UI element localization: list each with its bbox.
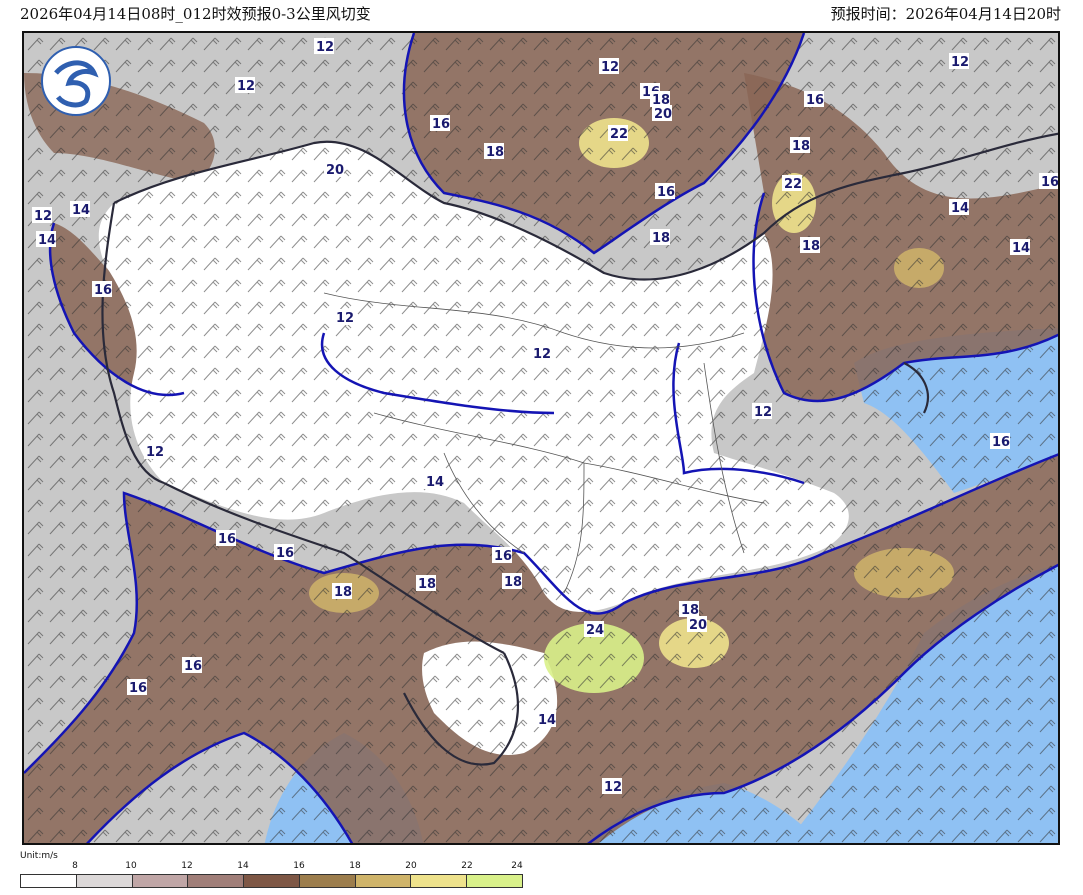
legend-tick: 10 [125, 861, 137, 871]
contour-label: 18 [504, 575, 522, 590]
contour-label: 12 [316, 40, 334, 55]
legend-swatch [244, 875, 300, 887]
legend-tick: 24 [511, 861, 523, 871]
contour-label: 16 [1041, 175, 1059, 190]
contour-label: 16 [129, 681, 147, 696]
boundaries [101, 132, 1058, 766]
legend-tick: 20 [405, 861, 417, 871]
contour-label: 14 [426, 475, 444, 490]
contour-label: 14 [72, 203, 90, 218]
map-panel[interactable]: 12 12 12 16 18 12 16 20 22 16 18 16 18 2… [22, 31, 1060, 845]
legend-color-bar [20, 874, 523, 888]
contour-label: 14 [538, 713, 556, 728]
contour-label: 12 [34, 209, 52, 224]
contour-label: 22 [610, 127, 628, 142]
contour-label: 12 [237, 79, 255, 94]
contour-label: 16 [184, 659, 202, 674]
province-lines [323, 292, 765, 594]
contour-label: 20 [654, 107, 672, 122]
wind-barbs [24, 33, 1058, 843]
legend-swatch [411, 875, 468, 887]
legend-tick: 14 [237, 861, 249, 871]
legend-swatch [188, 875, 245, 887]
legend-tick: 12 [181, 861, 193, 871]
legend-tick: 22 [461, 861, 473, 871]
contour-label: 18 [486, 145, 504, 160]
legend-tick: 8 [72, 861, 78, 871]
legend-swatch [467, 875, 523, 887]
color-legend: Unit:m/s 8 10 12 14 16 18 20 22 24 [20, 851, 523, 891]
contour-label: 16 [432, 117, 450, 132]
contour-label: 12 [146, 445, 164, 460]
legend-swatch [132, 875, 189, 887]
contour-label: 12 [604, 780, 622, 795]
contour-label: 12 [754, 405, 772, 420]
legend-swatch [355, 875, 412, 887]
contour-label: 14 [1012, 241, 1030, 256]
contour-label: 16 [494, 549, 512, 564]
contour-label: 12 [533, 347, 551, 362]
legend-ticks: 8 10 12 14 16 18 20 22 24 [20, 861, 523, 873]
contour-label: 16 [276, 546, 294, 561]
contour-labels: 12 12 12 16 18 12 16 20 22 16 18 16 18 2… [32, 38, 1059, 795]
contour-label: 20 [326, 163, 344, 178]
cma-logo [41, 46, 111, 116]
legend-swatch [21, 875, 77, 887]
contour-label: 18 [418, 577, 436, 592]
blue-contours [24, 33, 1058, 843]
contour-label: 12 [336, 311, 354, 326]
contour-label: 20 [689, 618, 707, 633]
contour-label: 22 [784, 177, 802, 192]
contour-label: 16 [806, 93, 824, 108]
contour-label: 14 [38, 233, 56, 248]
legend-tick: 18 [349, 861, 361, 871]
contour-label: 18 [334, 585, 352, 600]
contour-label: 18 [792, 139, 810, 154]
map-title: 2026年04月14日08时_012时效预报0-3公里风切变 [20, 5, 371, 23]
contour-label: 12 [601, 60, 619, 75]
contour-label: 24 [586, 623, 604, 638]
contour-label: 18 [652, 93, 670, 108]
legend-unit: Unit:m/s [20, 851, 58, 861]
forecast-time: 预报时间：2026年04月14日20时 [830, 5, 1061, 23]
legend-tick: 16 [293, 861, 305, 871]
contour-label: 18 [802, 239, 820, 254]
contour-label: 18 [652, 231, 670, 246]
contour-label: 14 [951, 201, 969, 216]
contour-label: 16 [992, 435, 1010, 450]
contour-label: 16 [218, 532, 236, 547]
wind-shear-map: 12 12 12 16 18 12 16 20 22 16 18 16 18 2… [24, 33, 1059, 843]
legend-swatch [76, 875, 133, 887]
legend-swatch [299, 875, 356, 887]
contour-label: 18 [681, 603, 699, 618]
contour-label: 16 [94, 283, 112, 298]
contour-label: 12 [951, 55, 969, 70]
contour-label: 16 [657, 185, 675, 200]
